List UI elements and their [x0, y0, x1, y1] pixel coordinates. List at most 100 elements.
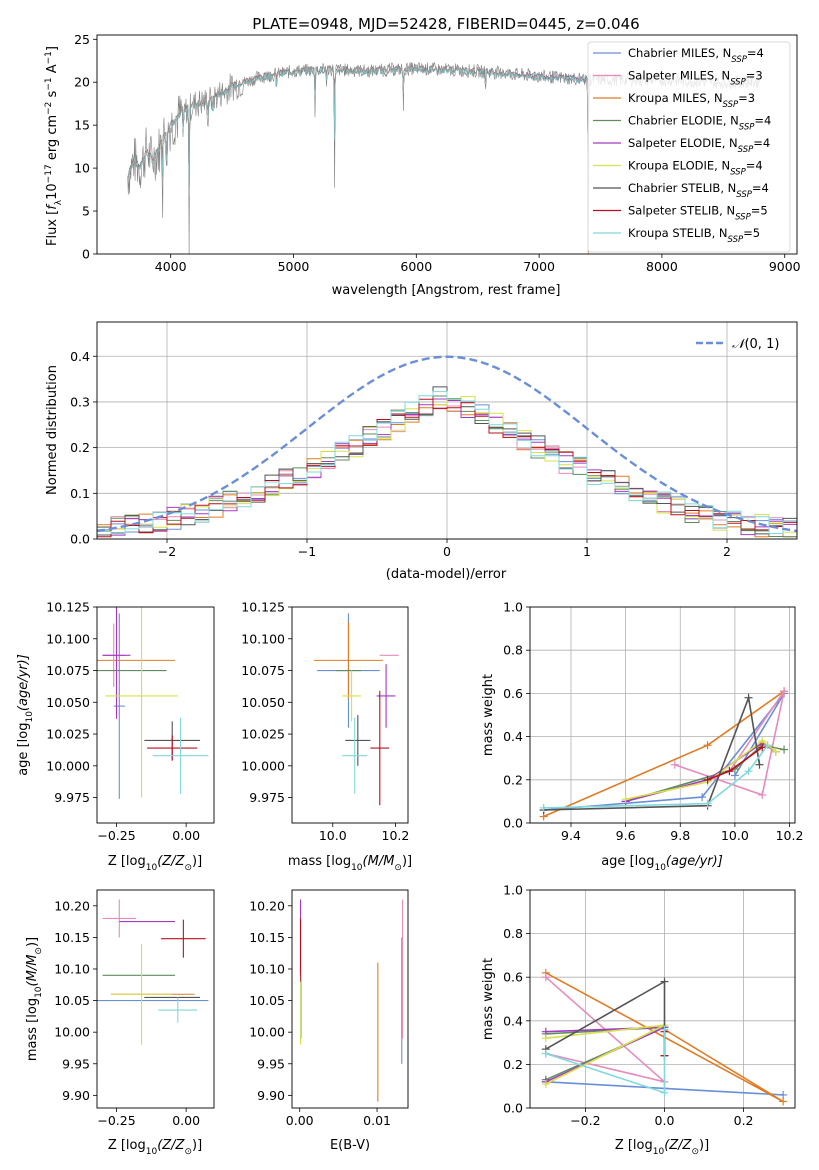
y-tick-label: 9.975 [249, 790, 285, 805]
plot-area [539, 687, 789, 821]
age-z-x-label-part: (Z/Z [157, 854, 185, 869]
age-mass-x-label-part: 10 [351, 863, 363, 873]
mass-weight-line [543, 744, 769, 809]
mw-age-x-label-part: 10 [654, 863, 666, 873]
mass-z-y-label-part: mass [log [25, 998, 40, 1061]
y-tick-label: 9.95 [62, 1056, 90, 1071]
mw-z-x-label-part: Z [log [615, 1138, 653, 1153]
legend-entry-part: SSP [730, 168, 746, 178]
mass-z-y-label-part: (M/M [25, 955, 40, 987]
y-tick-label: 1.0 [503, 883, 523, 898]
x-tick-label: 0 [443, 544, 451, 559]
residuals-legend-label: 𝒩(0, 1) [732, 337, 779, 352]
mass-weight-line [674, 690, 785, 796]
plot-area [541, 968, 788, 1106]
normal-curve-line [97, 355, 797, 533]
x-tick-label: 0.0 [655, 1113, 675, 1128]
legend-entry-part: =5 [743, 226, 760, 240]
x-tick-label: 4000 [155, 259, 187, 274]
legend-entry-part: SSP [728, 235, 744, 245]
x-tick-label: 10.2 [776, 828, 804, 843]
figure-title: PLATE=0948, MJD=52428, FIBERID=0445, z=0… [252, 15, 639, 33]
legend-entry-part: SSP [738, 145, 754, 155]
y-tick-label: 10.050 [46, 695, 90, 710]
x-tick-label: 10.2 [382, 828, 410, 843]
mass-weight-line [625, 739, 777, 800]
y-tick-label: 10.025 [241, 727, 285, 742]
legend-entry: Salpeter STELIB, NSSP=5 [628, 204, 768, 223]
legend-entry-part: =4 [752, 181, 769, 195]
y-tick-label: 15 [74, 118, 90, 133]
x-tick-label: 10.0 [721, 828, 749, 843]
y-tick-label: 0.0 [503, 816, 523, 831]
y-tick-label: 0.0 [70, 532, 90, 547]
plot-area [299, 899, 404, 1102]
x-tick-label: 9.8 [670, 828, 690, 843]
spectrum-y-label-part: A [45, 64, 60, 77]
spectrum-y-label-part: ] [45, 46, 60, 51]
mass-z-x-label-part: ⊙ [184, 1147, 192, 1157]
legend-entry-part: Chabrier ELODIE, N [628, 114, 739, 128]
age-z-x-label-part: )] [192, 854, 202, 869]
legend-entry-part: Kroupa MILES, N [628, 91, 723, 105]
x-tick-label: 0.2 [734, 1113, 754, 1128]
spectrum-y-label-part: λ [54, 199, 64, 205]
y-tick-label: 20 [74, 75, 90, 90]
y-tick-label: 10.125 [241, 600, 285, 615]
residual-histogram-step [97, 391, 797, 535]
x-tick-label: −1 [298, 544, 316, 559]
axes-frame [96, 321, 798, 540]
legend-entry: Kroupa MILES, NSSP=3 [628, 91, 755, 110]
x-tick-label: 7000 [523, 259, 555, 274]
legend-entry: Chabrier STELIB, NSSP=4 [628, 181, 769, 200]
x-tick-label: −2 [158, 544, 176, 559]
x-tick-label: −0.25 [97, 828, 135, 843]
model-spectrum-line [127, 65, 515, 196]
mass-weight-line [545, 1024, 665, 1085]
mass-z-y-label-part: 10 [34, 986, 44, 998]
y-tick-label: 10.025 [46, 727, 90, 742]
x-tick-label: 0.01 [363, 1113, 391, 1128]
y-tick-label: 10.00 [54, 1025, 90, 1040]
residuals-x-label: (data-model)/error [386, 567, 507, 582]
y-tick-label: 0.1 [70, 486, 90, 501]
mass-z-y-label: mass [log10(M/M⊙)] [25, 937, 44, 1061]
y-tick-label: 10.15 [54, 930, 90, 945]
legend-entry-part: =4 [746, 159, 763, 173]
y-tick-label: 0.6 [503, 686, 523, 701]
legend-entry: Chabrier ELODIE, NSSP=4 [628, 114, 771, 133]
y-tick-label: 10.050 [241, 695, 285, 710]
residual-histogram-step [97, 398, 797, 538]
legend-entry-part: Kroupa ELODIE, N [628, 159, 730, 173]
model-spectrum-line [127, 64, 589, 196]
mass-weight-line [543, 692, 785, 811]
y-tick-label: 1.0 [503, 600, 523, 615]
axes-frame [529, 889, 796, 1109]
spectrum-y-label: Flux [fλ10−17 erg cm−2 s−1 A−1] [44, 46, 64, 246]
legend-entry: Salpeter ELODIE, NSSP=4 [628, 136, 770, 155]
y-tick-label: 10.15 [249, 930, 285, 945]
y-tick-label: 10.100 [46, 631, 90, 646]
x-tick-label: 9.4 [561, 828, 581, 843]
y-tick-label: 10.10 [249, 961, 285, 976]
model-spectrum-line [127, 65, 589, 196]
legend-entry-part: =3 [738, 91, 755, 105]
legend-entry-part: SSP [739, 123, 755, 133]
mw-z-x-label: Z [log10(Z/Z⊙)] [615, 1138, 709, 1157]
legend-entry-part: =4 [753, 136, 770, 150]
plot-area [97, 607, 209, 799]
x-tick-label: 10.0 [319, 828, 347, 843]
x-tick-label: 0.00 [286, 1113, 314, 1128]
legend-part: (0, 1) [744, 337, 779, 352]
legend-entry-part: =4 [754, 114, 771, 128]
mass-weight-line [543, 694, 761, 811]
y-tick-label: 0.2 [503, 1057, 523, 1072]
mass-z-y-label-part: )] [25, 937, 40, 947]
x-tick-label: 2 [723, 544, 731, 559]
legend-entry-part: =4 [747, 46, 764, 60]
model-spectrum-line [127, 64, 589, 196]
legend-box [587, 41, 791, 253]
x-tick-label: 8000 [646, 259, 678, 274]
x-tick-label: 0.00 [172, 1113, 200, 1128]
